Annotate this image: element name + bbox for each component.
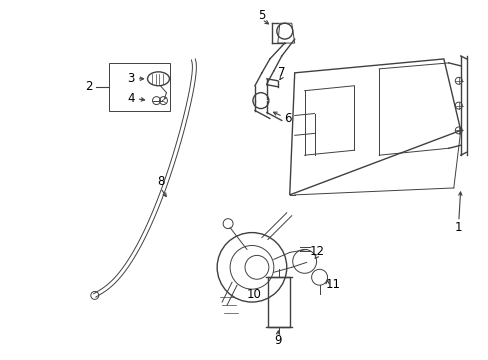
Text: 7: 7: [278, 66, 285, 79]
Text: 10: 10: [246, 288, 261, 301]
Text: 12: 12: [309, 245, 325, 258]
Text: 8: 8: [157, 175, 164, 189]
Bar: [267, 277, 289, 327]
Text: 9: 9: [273, 334, 281, 347]
Text: 1: 1: [454, 221, 462, 234]
Text: 11: 11: [325, 278, 340, 291]
Text: 6: 6: [284, 112, 291, 125]
Bar: [108, 63, 170, 111]
Text: 5: 5: [258, 9, 265, 22]
Text: 3: 3: [127, 72, 134, 85]
Text: 2: 2: [85, 80, 92, 93]
Text: 4: 4: [127, 92, 134, 105]
